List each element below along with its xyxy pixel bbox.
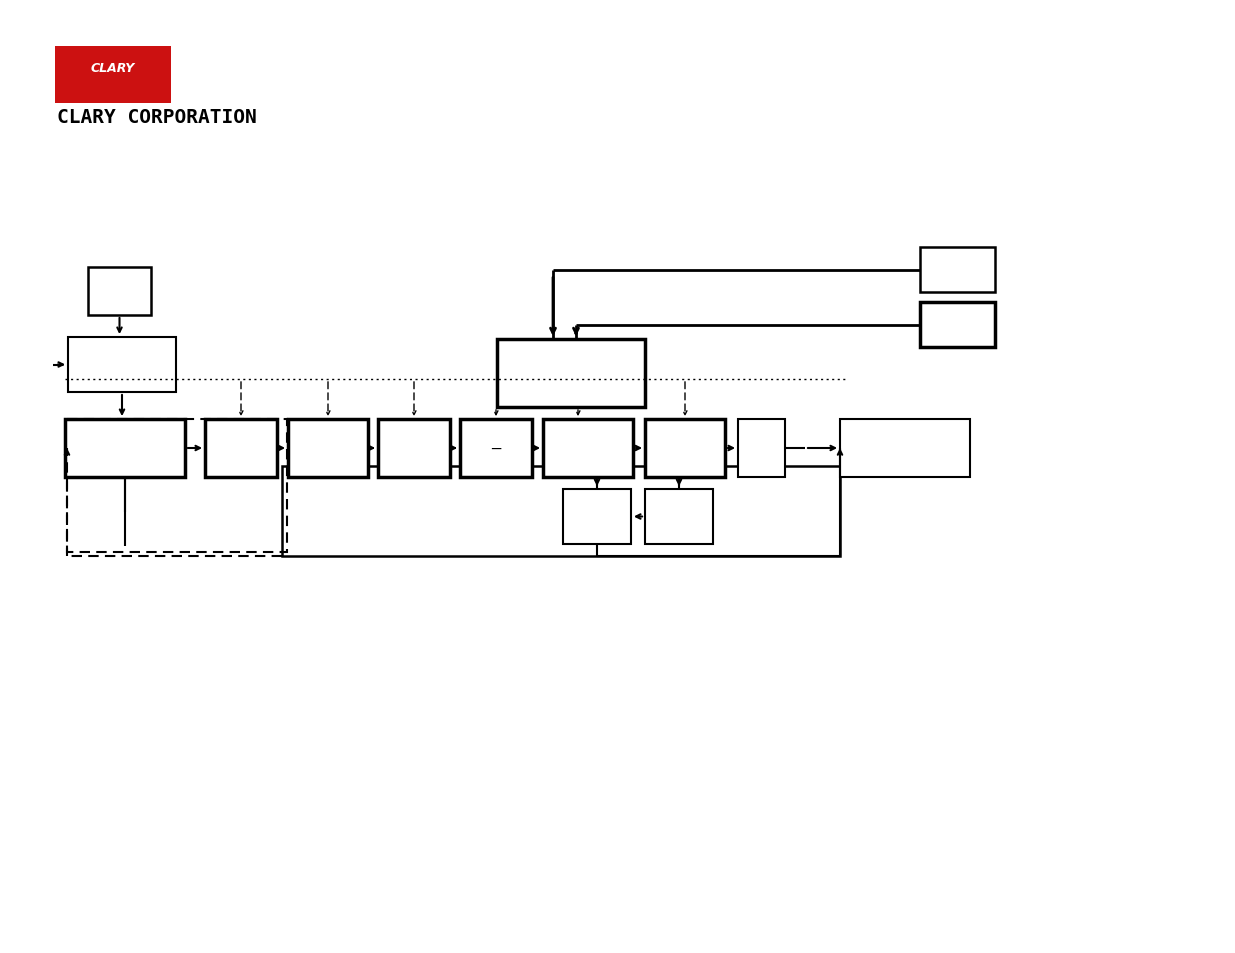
- Bar: [288, 419, 368, 477]
- Bar: [645, 490, 713, 544]
- Bar: [563, 490, 631, 544]
- Bar: [282, 467, 840, 557]
- Bar: [920, 303, 995, 348]
- Text: ─: ─: [492, 441, 500, 456]
- Bar: [543, 419, 634, 477]
- Bar: [645, 419, 725, 477]
- Bar: [65, 419, 185, 477]
- Bar: [205, 419, 277, 477]
- Bar: [88, 268, 151, 315]
- Bar: [67, 419, 287, 553]
- Bar: [840, 419, 969, 477]
- Bar: [459, 419, 532, 477]
- Bar: [739, 419, 785, 477]
- Text: CLARY: CLARY: [91, 61, 135, 74]
- Bar: [68, 337, 177, 393]
- Bar: [496, 339, 645, 408]
- Text: CLARY CORPORATION: CLARY CORPORATION: [57, 108, 257, 127]
- Bar: [56, 47, 170, 104]
- Bar: [920, 248, 995, 293]
- Bar: [378, 419, 450, 477]
